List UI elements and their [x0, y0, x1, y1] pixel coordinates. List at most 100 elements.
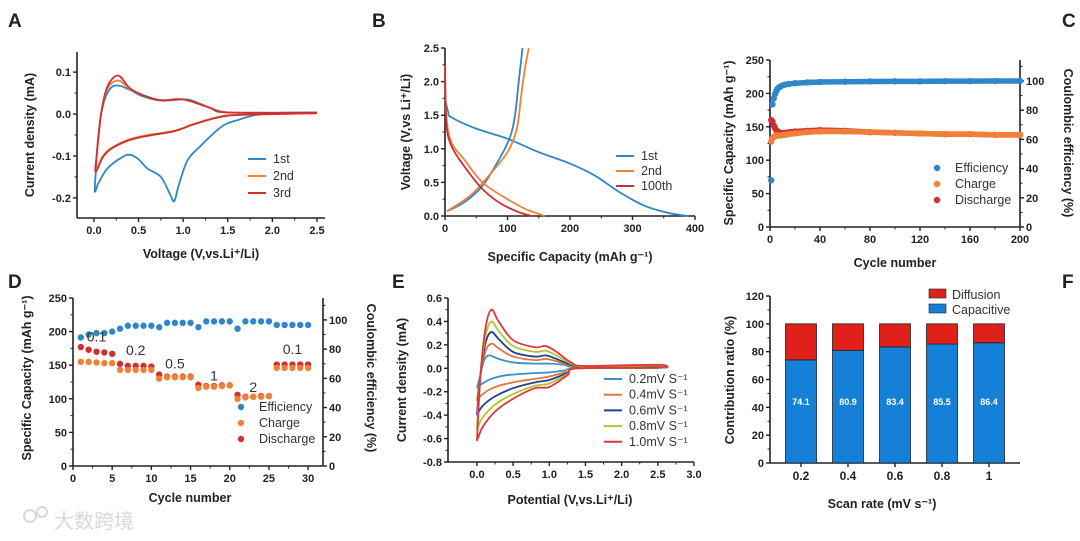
data-point-charge: [179, 374, 186, 381]
y-tick-label: 150: [49, 360, 67, 372]
y-tick-label: 2.0: [424, 77, 439, 89]
x-tick-label: 2.5: [650, 469, 665, 481]
rate-annotation: 0.2: [126, 342, 146, 358]
legend-label: Charge: [955, 177, 996, 191]
panel-a: A 0.1 0.0 -0.1 -0.2 0.0 0.5 1.0 1.5 2.0 2.5 Voltage…: [8, 11, 325, 261]
series-line-100th: [444, 64, 533, 217]
y-tick-label: 0: [61, 461, 67, 473]
legend-label: 0.8mV S⁻¹: [629, 419, 688, 433]
data-point-efficiency: [257, 318, 265, 325]
x-tick-label: 1.5: [220, 225, 235, 237]
y-tick-label: 200: [746, 88, 764, 100]
data-point-charge: [257, 393, 265, 400]
legend-label: 3rd: [273, 186, 291, 200]
watermark-logo-icon: [23, 509, 37, 523]
y-axis-title: Contribution ratio (%): [723, 316, 737, 444]
legend-label: Charge: [259, 416, 300, 430]
x-tick-label: 0: [70, 473, 76, 485]
data-point-charge: [941, 130, 949, 138]
legend-swatch: [928, 288, 947, 299]
x-axis-title: Potential (V,vs.Li⁺/Li): [508, 493, 633, 507]
y-tick-label: -0.4: [423, 410, 443, 422]
y-tick-label: -0.2: [52, 193, 71, 205]
data-point-charge: [891, 129, 899, 137]
y-right-tick-label: 80: [1026, 105, 1038, 117]
x-tick-label: 160: [961, 234, 979, 246]
y-right-tick-label: 0: [329, 461, 335, 473]
bar-capacitive: [973, 342, 1005, 464]
x-tick-label: 80: [864, 234, 876, 246]
y-tick-label: 50: [55, 427, 67, 439]
y-tick-label: 0.1: [56, 67, 71, 79]
data-point-discharge: [101, 349, 108, 356]
legend-label: 0.4mV S⁻¹: [629, 388, 688, 402]
data-point-efficiency: [179, 319, 186, 327]
data-point-efficiency: [85, 331, 92, 338]
data-point-efficiency: [841, 78, 849, 85]
series-line-1st: [93, 84, 317, 203]
data-point-efficiency: [273, 321, 280, 329]
rate-annotation: 1: [210, 368, 218, 384]
data-point-efficiency: [265, 318, 273, 325]
legend-label: Discharge: [259, 432, 315, 446]
data-point-efficiency: [148, 322, 155, 329]
y-tick-label: 200: [49, 327, 67, 339]
data-point-charge: [187, 374, 194, 381]
y-axis-right-title: Coulombic efficiency (%): [1061, 69, 1075, 218]
y-tick-label: 0: [758, 458, 764, 470]
watermark-text: 大数跨境: [54, 509, 134, 533]
data-point-charge: [108, 359, 116, 367]
panel-c: C 0 50 100 150 200 250 0 20 40 60 80 100 0 40 80 120 160 2…: [722, 11, 1076, 270]
data-point-efficiency: [785, 80, 792, 88]
x-tick-label: 2.0: [265, 225, 280, 237]
data-point-charge: [148, 366, 155, 374]
y-tick-label: 100: [49, 394, 67, 406]
x-tick-label: 0.6: [887, 469, 904, 483]
data-point-efficiency: [203, 318, 210, 325]
series-line-2nd: [444, 68, 546, 217]
data-point-efficiency: [941, 77, 949, 85]
watermark-logo-icon: [36, 506, 48, 518]
y-tick-label: 250: [746, 55, 764, 67]
data-point-efficiency: [226, 318, 233, 325]
data-point-charge: [77, 358, 85, 366]
data-point-efficiency: [242, 318, 249, 325]
y-tick-label: 0.6: [427, 293, 442, 305]
y-right-tick-label: 40: [329, 403, 341, 415]
data-point-efficiency: [163, 319, 171, 327]
data-point-efficiency: [124, 322, 132, 329]
legend-label: Efficiency: [955, 161, 1009, 175]
y-tick-label: 50: [752, 189, 764, 201]
data-point-charge: [85, 358, 92, 366]
legend-swatch: [933, 180, 941, 188]
panel-label: C: [1062, 11, 1076, 32]
data-point-discharge: [85, 346, 92, 353]
series-band-charge: [774, 128, 1023, 139]
y-right-tick-label: 20: [1026, 193, 1038, 205]
y-right-tick-label: 100: [1026, 76, 1044, 88]
data-point-charge: [116, 366, 124, 374]
data-point-charge: [1016, 131, 1024, 139]
data-point-charge: [203, 383, 210, 390]
y-tick-label: 0.0: [424, 211, 439, 223]
data-point-efficiency: [304, 321, 312, 329]
x-tick-label: 3.0: [686, 469, 701, 481]
data-point-efficiency: [171, 319, 179, 327]
x-tick-label: 20: [224, 473, 236, 485]
data-point-charge: [841, 128, 849, 135]
data-point-charge: [195, 384, 202, 392]
data-point-charge: [804, 128, 811, 136]
rate-annotation: 0.5: [165, 356, 185, 372]
panel-e: E 0.6 0.4 0.2 0.0 -0.2 -0.4 -0.6 -0.8 0.0 0.5 1.0 1.…: [392, 272, 702, 507]
panel-label: A: [8, 11, 22, 32]
y-tick-label: 1.5: [424, 110, 439, 122]
panel-label: E: [392, 272, 405, 293]
data-point-efficiency: [218, 318, 226, 325]
y-right-tick-label: 20: [329, 432, 341, 444]
y-tick-label: -0.6: [423, 434, 442, 446]
x-tick-label: 5: [109, 473, 115, 485]
y-right-tick-label: 40: [1026, 164, 1038, 176]
legend: Efficiency Charge Discharge: [933, 161, 1011, 207]
